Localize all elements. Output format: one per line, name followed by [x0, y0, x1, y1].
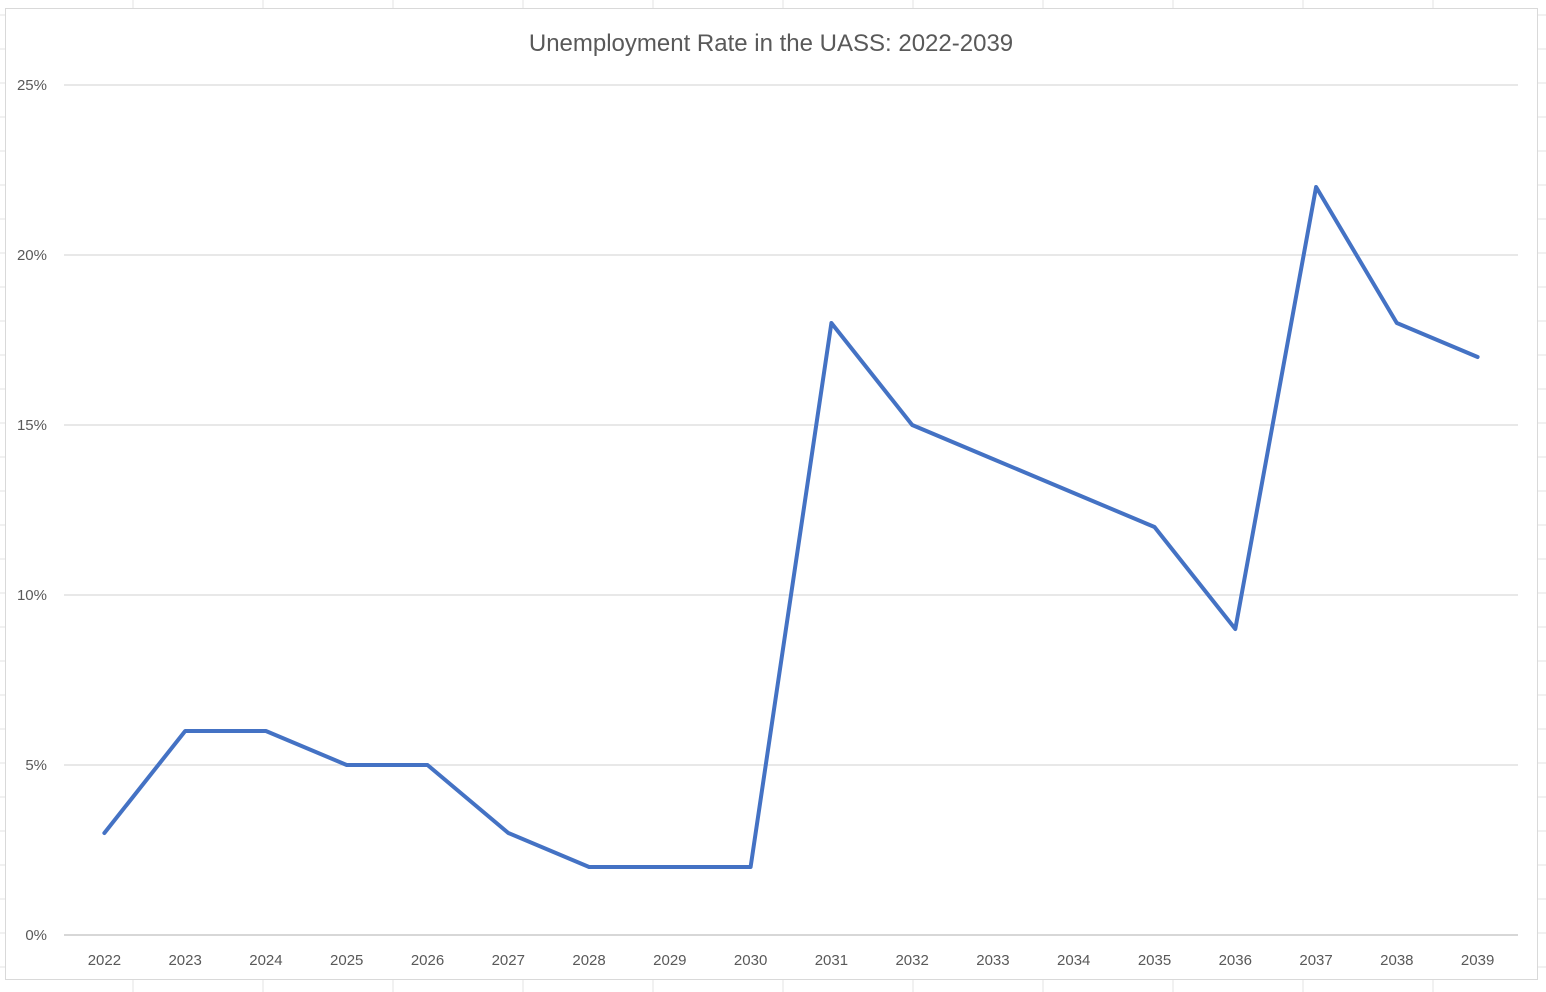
data-point[interactable]	[504, 829, 512, 837]
data-point[interactable]	[747, 863, 755, 871]
x-tick-label: 2029	[653, 952, 686, 969]
x-axis: 2022 2023 2024 2025 2026 2027 2028 2029 2030 2031…	[88, 952, 1495, 969]
x-tick-label: 2036	[1219, 952, 1252, 969]
x-tick-label: 2028	[572, 952, 605, 969]
data-point[interactable]	[1312, 183, 1320, 191]
x-tick-label: 2039	[1461, 952, 1494, 969]
chart-area[interactable]	[5, 8, 1538, 980]
y-tick-label: 25%	[17, 77, 47, 94]
x-tick-label: 2026	[411, 952, 444, 969]
series-layer	[100, 183, 1482, 871]
x-tick-label: 2034	[1057, 952, 1090, 969]
x-tick-label: 2023	[168, 952, 201, 969]
data-point[interactable]	[100, 829, 108, 837]
y-tick-label: 0%	[25, 927, 47, 944]
data-point[interactable]	[585, 863, 593, 871]
gridlines	[64, 84, 1518, 936]
data-point[interactable]	[1393, 319, 1401, 327]
data-point[interactable]	[827, 319, 835, 327]
data-point[interactable]	[666, 863, 674, 871]
x-tick-label: 2022	[88, 952, 121, 969]
x-tick-label: 2031	[815, 952, 848, 969]
data-point[interactable]	[343, 761, 351, 769]
x-tick-label: 2025	[330, 952, 363, 969]
y-tick-label: 20%	[17, 247, 47, 264]
chart-title: Unemployment Rate in the UASS: 2022-2039	[529, 30, 1013, 57]
data-point[interactable]	[989, 455, 997, 463]
data-point[interactable]	[1070, 489, 1078, 497]
data-point[interactable]	[1151, 523, 1159, 531]
x-tick-label: 2035	[1138, 952, 1171, 969]
data-point[interactable]	[424, 761, 432, 769]
y-tick-label: 10%	[17, 587, 47, 604]
data-point[interactable]	[181, 727, 189, 735]
x-tick-label: 2038	[1380, 952, 1413, 969]
x-tick-label: 2027	[492, 952, 525, 969]
data-point[interactable]	[262, 727, 270, 735]
x-tick-label: 2032	[895, 952, 928, 969]
data-point[interactable]	[1231, 625, 1239, 633]
x-tick-label: 2037	[1299, 952, 1332, 969]
y-tick-label: 5%	[25, 757, 47, 774]
x-tick-label: 2033	[976, 952, 1009, 969]
series-line[interactable]	[102, 185, 1480, 869]
data-point[interactable]	[908, 421, 916, 429]
y-tick-label: 15%	[17, 417, 47, 434]
x-tick-label: 2030	[734, 952, 767, 969]
y-axis: 0% 5% 10% 15% 20% 25%	[17, 77, 47, 944]
data-point[interactable]	[1474, 353, 1482, 361]
x-tick-label: 2024	[249, 952, 282, 969]
